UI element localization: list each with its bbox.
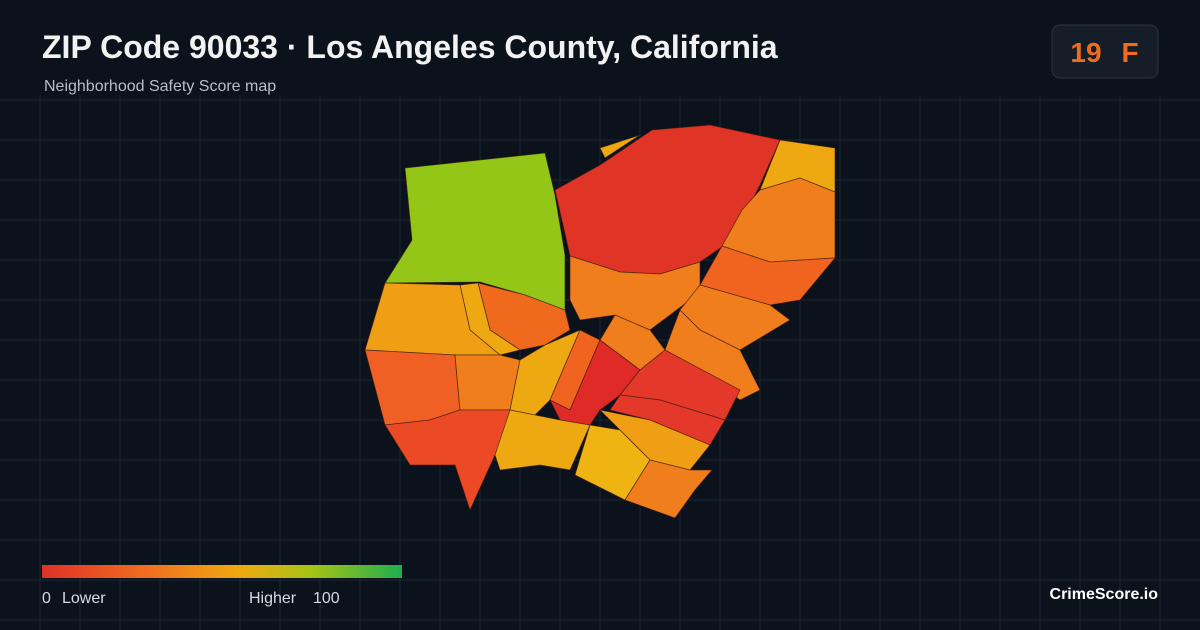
legend-min: 0: [42, 590, 51, 607]
area-orange: [624, 459, 713, 519]
legend-min-label: Lower: [62, 590, 106, 607]
zip-map: [364, 124, 836, 519]
score-value: 19: [1070, 37, 1101, 68]
header-band: [0, 0, 1200, 95]
title: ZIP Code 90033 · Los Angeles County, Cal…: [42, 29, 778, 65]
legend-gradient: [42, 565, 402, 578]
area-orange: [454, 354, 521, 411]
area-yellow: [494, 409, 591, 471]
score-badge: [1051, 24, 1159, 79]
legend-max: 100: [313, 590, 340, 607]
area-yellow: [599, 134, 641, 159]
subtitle: Neighborhood Safety Score map: [44, 78, 276, 95]
legend-max-label: Higher: [249, 590, 297, 607]
score-grade: F: [1121, 37, 1138, 68]
brand: CrimeScore.io: [1050, 586, 1159, 603]
